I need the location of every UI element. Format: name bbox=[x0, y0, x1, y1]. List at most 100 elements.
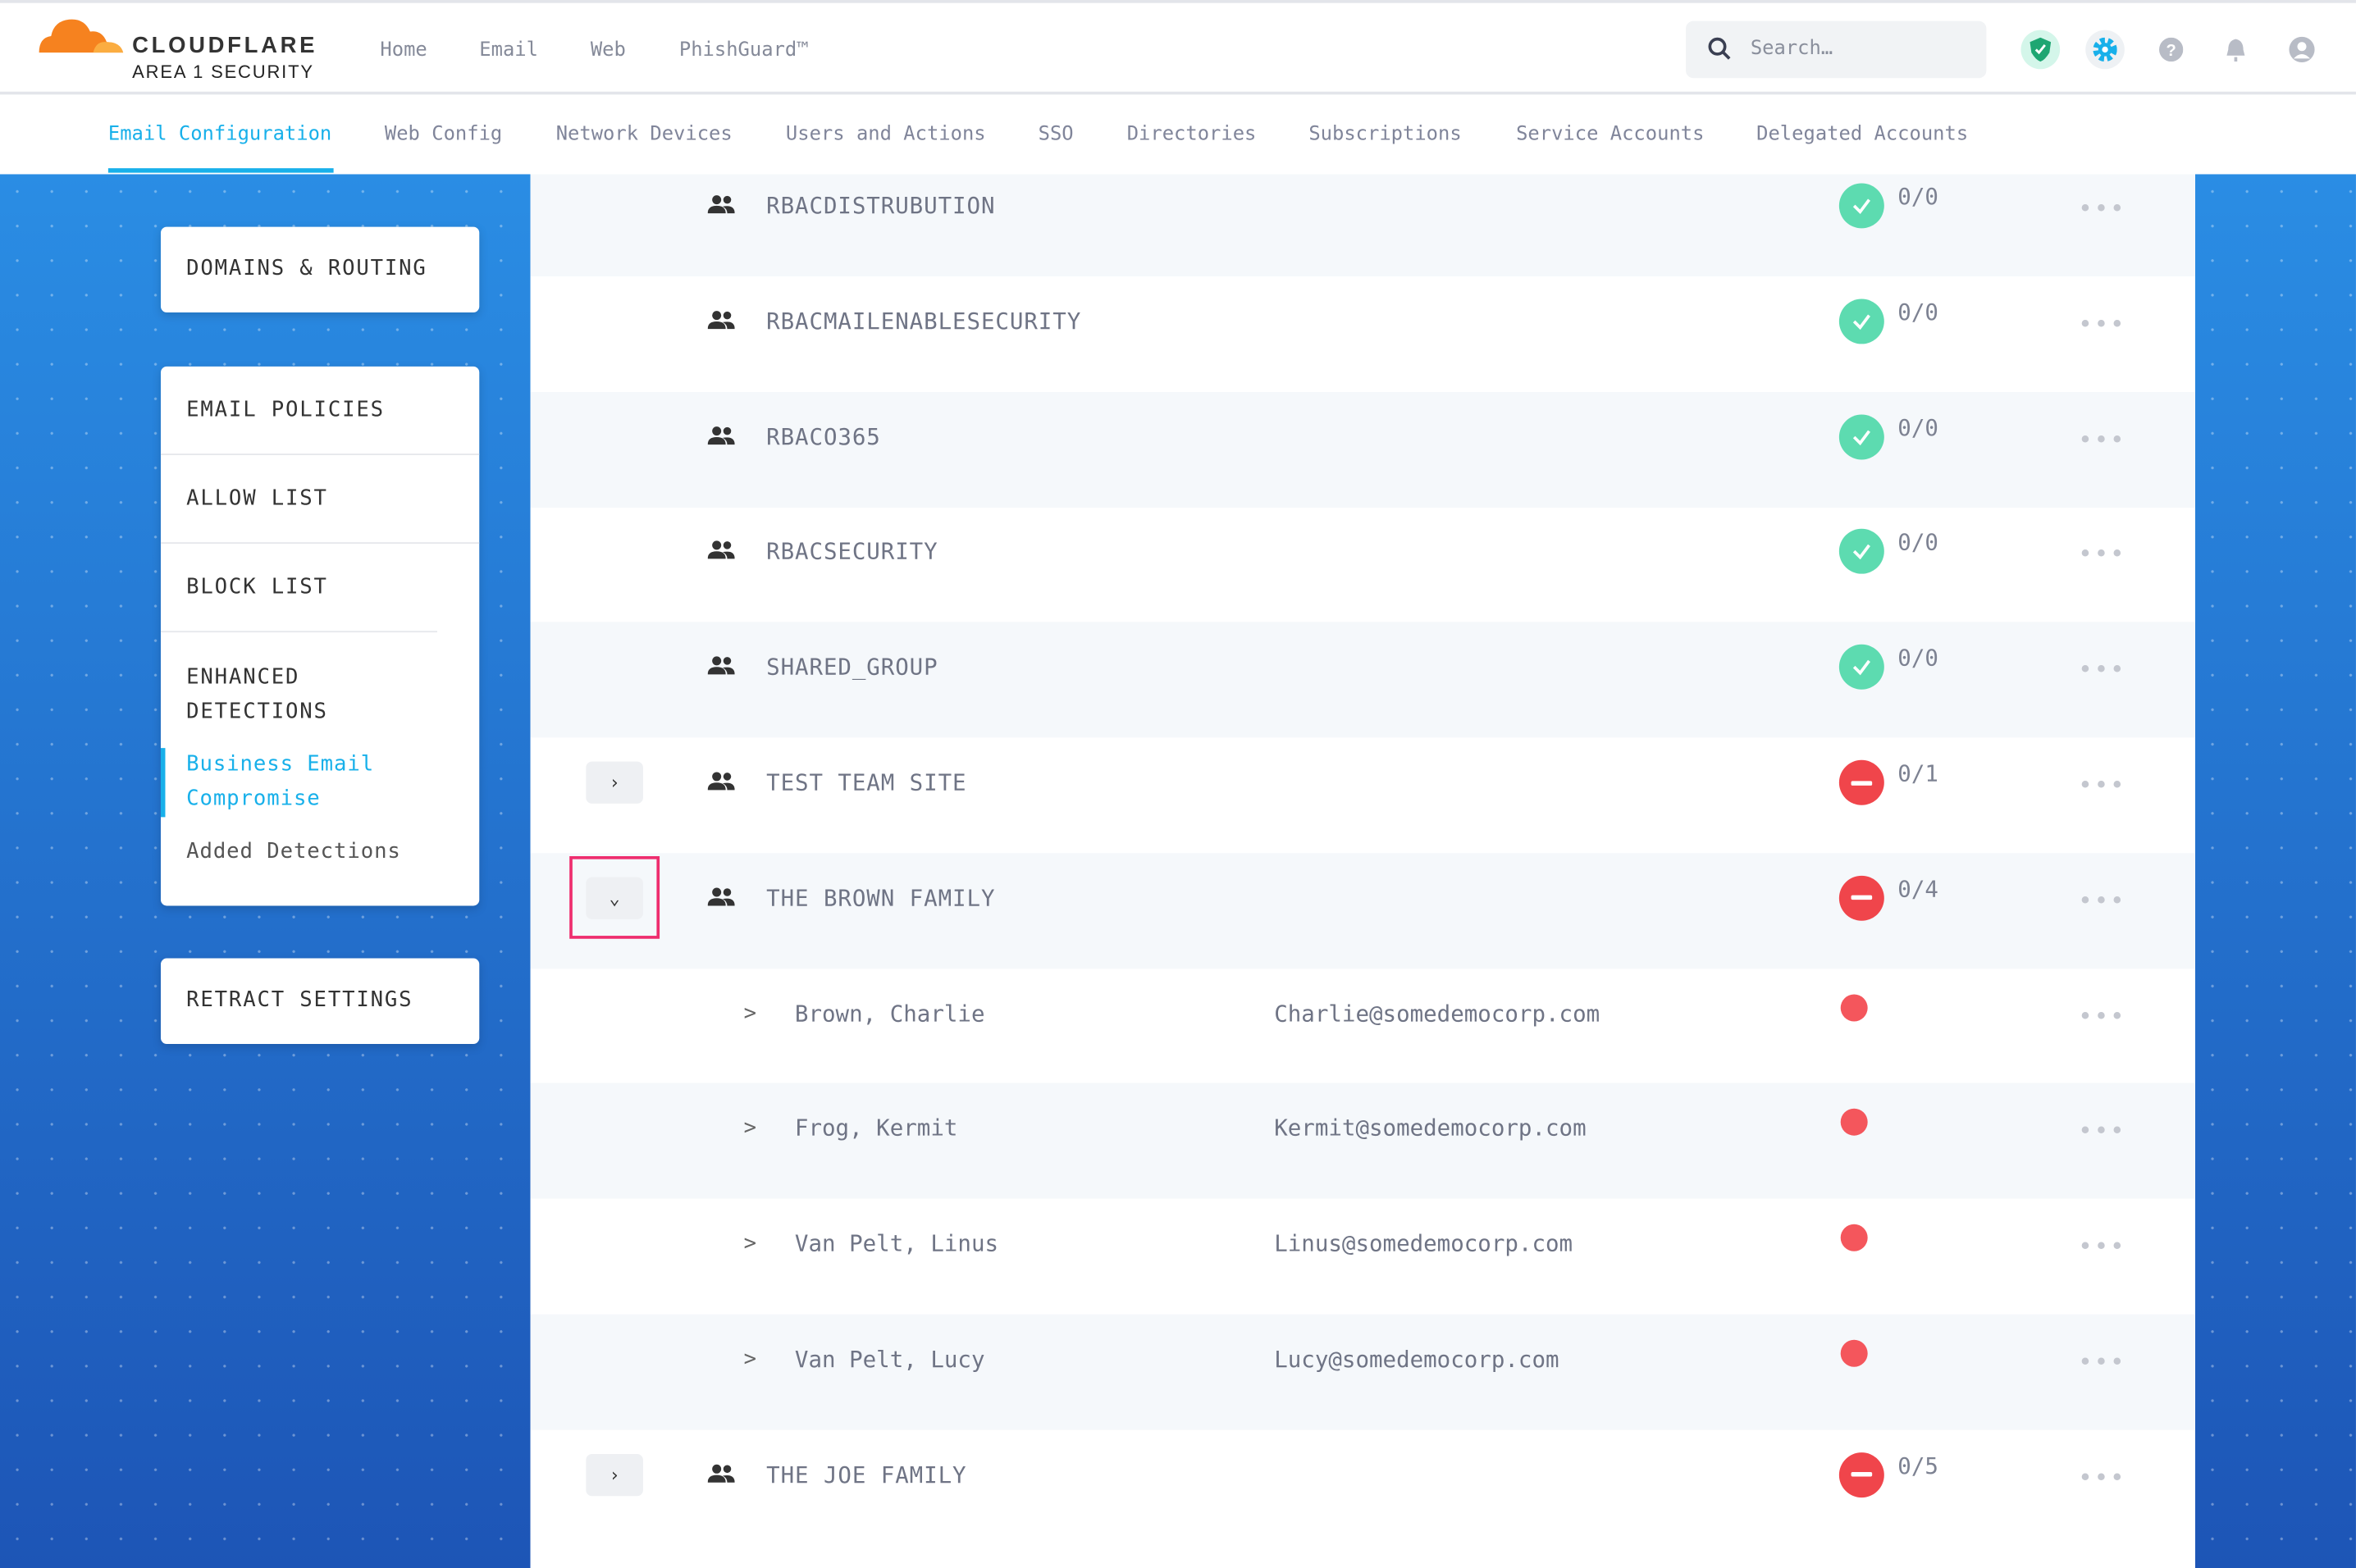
member-name: Frog, Kermit bbox=[794, 1114, 958, 1142]
sync-count: 0/0 bbox=[1897, 645, 1938, 672]
more-options-button[interactable]: ••• bbox=[2078, 1462, 2126, 1492]
more-options-button[interactable]: ••• bbox=[2078, 194, 2126, 223]
sync-count: 0/0 bbox=[1897, 529, 1938, 557]
tab-users-and-actions[interactable]: Users and Actions bbox=[785, 123, 986, 146]
more-options-button[interactable]: ••• bbox=[2078, 770, 2126, 800]
tab-directories[interactable]: Directories bbox=[1126, 123, 1257, 146]
tab-service-accounts[interactable]: Service Accounts bbox=[1516, 123, 1705, 146]
sidebar-item-business-email-compromise[interactable]: Business Email Compromise bbox=[160, 748, 416, 818]
search-placeholder: Search… bbox=[1750, 37, 1833, 61]
group-row: RBACO365 0/0 ••• bbox=[530, 391, 2195, 508]
member-name: Brown, Charlie bbox=[794, 1000, 985, 1028]
chevron-right-icon[interactable]: › bbox=[586, 1453, 643, 1496]
member-row: > Brown, Charlie Charlie@somedemocorp.com •… bbox=[531, 969, 2195, 1084]
check-circle-icon bbox=[1838, 183, 1884, 229]
tab-delegated-accounts[interactable]: Delegated Accounts bbox=[1756, 123, 1969, 146]
sync-count: 0/0 bbox=[1897, 413, 1938, 441]
bell-icon[interactable] bbox=[2217, 30, 2256, 70]
group-row: RBACDISTRUBUTION 0/0 ••• bbox=[530, 174, 2195, 277]
sidebar-card-policies: EMAIL POLICIES ALLOW LIST BLOCK LIST ENH… bbox=[160, 366, 480, 906]
group-row: › TEST TEAM SITE 0/1 ••• bbox=[531, 737, 2195, 853]
expand-member-arrow[interactable]: > bbox=[743, 1232, 757, 1256]
tab-subscriptions[interactable]: Subscriptions bbox=[1308, 123, 1462, 146]
error-status-dot bbox=[1840, 1339, 1868, 1367]
sync-count: 0/0 bbox=[1897, 299, 1938, 326]
group-icon bbox=[707, 654, 735, 682]
member-name: Van Pelt, Linus bbox=[794, 1230, 999, 1258]
user-avatar-icon[interactable] bbox=[2282, 30, 2322, 70]
chevron-right-icon[interactable]: › bbox=[586, 761, 643, 804]
more-options-button[interactable]: ••• bbox=[2078, 308, 2126, 338]
tab-network-devices[interactable]: Network Devices bbox=[555, 123, 733, 146]
group-row: RBACSECURITY 0/0 ••• bbox=[531, 507, 2195, 622]
more-options-button[interactable]: ••• bbox=[2078, 1001, 2126, 1030]
sidebar-card-domains: DOMAINS & ROUTING bbox=[160, 226, 480, 312]
group-icon bbox=[707, 192, 735, 221]
sidebar-item-domains-routing[interactable]: DOMAINS & ROUTING bbox=[186, 257, 427, 281]
sync-count: 0/5 bbox=[1897, 1452, 1938, 1479]
sidebar-item-allow-list[interactable]: ALLOW LIST bbox=[160, 454, 480, 542]
sync-count: 0/4 bbox=[1897, 875, 1938, 903]
nav-home[interactable]: Home bbox=[380, 39, 427, 62]
more-options-button[interactable]: ••• bbox=[2078, 1116, 2126, 1146]
group-name: THE BROWN FAMILY bbox=[766, 884, 996, 912]
tab-sso[interactable]: SSO bbox=[1038, 123, 1074, 146]
error-status-dot bbox=[1840, 993, 1868, 1021]
expand-member-arrow[interactable]: > bbox=[743, 1347, 757, 1372]
sidebar-item-enhanced-detections[interactable]: ENHANCED DETECTIONS bbox=[160, 631, 437, 730]
gear-icon[interactable] bbox=[2085, 30, 2125, 70]
member-name: Van Pelt, Lucy bbox=[794, 1346, 985, 1374]
more-options-button[interactable]: ••• bbox=[2078, 424, 2126, 454]
more-options-button[interactable]: ••• bbox=[2078, 654, 2126, 684]
more-options-button[interactable]: ••• bbox=[2078, 540, 2126, 569]
member-row: > Van Pelt, Linus Linus@somedemocorp.com ••… bbox=[531, 1199, 2195, 1315]
expand-member-arrow[interactable]: > bbox=[743, 1116, 757, 1141]
sidebar-item-email-policies[interactable]: EMAIL POLICIES bbox=[186, 398, 385, 422]
error-status-dot bbox=[1840, 1224, 1868, 1252]
expand-member-arrow[interactable]: > bbox=[743, 1001, 757, 1026]
error-status-dot bbox=[1840, 1109, 1868, 1137]
top-bar: CLOUDFLARE AREA 1 SECURITY Home Email We… bbox=[0, 0, 2356, 95]
sync-count: 0/1 bbox=[1897, 759, 1938, 787]
nav-email[interactable]: Email bbox=[479, 39, 538, 62]
more-options-button[interactable]: ••• bbox=[2078, 886, 2126, 915]
sidebar-item-block-list[interactable]: BLOCK LIST bbox=[160, 542, 480, 631]
sidebar-item-added-detections[interactable]: Added Detections bbox=[186, 839, 401, 864]
active-tab-indicator bbox=[107, 168, 334, 173]
group-name: RBACSECURITY bbox=[766, 538, 938, 566]
member-row: > Van Pelt, Lucy Lucy@somedemocorp.com ••• bbox=[530, 1314, 2195, 1430]
sync-count: 0/0 bbox=[1897, 183, 1938, 211]
tab-web-config[interactable]: Web Config bbox=[384, 123, 503, 146]
nav-phishguard[interactable]: PhishGuard™ bbox=[678, 39, 809, 62]
group-row: SHARED_GROUP 0/0 ••• bbox=[530, 622, 2195, 738]
group-name: TEST TEAM SITE bbox=[766, 768, 967, 796]
check-circle-icon bbox=[1838, 645, 1884, 691]
sidebar-item-retract-settings[interactable]: RETRACT SETTINGS bbox=[186, 988, 413, 1013]
nav-web[interactable]: Web bbox=[590, 39, 626, 62]
brand-name: CLOUDFLARE bbox=[132, 33, 318, 59]
group-icon bbox=[707, 538, 735, 567]
more-options-button[interactable]: ••• bbox=[2078, 1232, 2126, 1261]
group-icon bbox=[707, 769, 735, 798]
tab-email-configuration[interactable]: Email Configuration bbox=[107, 123, 332, 146]
brand-sub: AREA 1 SECURITY bbox=[132, 62, 314, 83]
group-row: ⌄ THE BROWN FAMILY 0/4 ••• bbox=[530, 852, 2195, 969]
more-options-button[interactable]: ••• bbox=[2078, 1347, 2126, 1376]
shield-check-icon[interactable] bbox=[2020, 30, 2061, 70]
group-row: RBACMAILENABLESECURITY 0/0 ••• bbox=[531, 276, 2195, 392]
member-email: Linus@somedemocorp.com bbox=[1274, 1230, 1573, 1258]
highlight-box bbox=[569, 855, 660, 939]
minus-circle-icon bbox=[1838, 1452, 1884, 1497]
search-input[interactable]: Search… bbox=[1686, 21, 1987, 79]
group-icon bbox=[707, 423, 735, 452]
background-right bbox=[2194, 174, 2356, 1568]
chevron-down-icon[interactable]: ⌄ bbox=[586, 877, 643, 919]
minus-circle-icon bbox=[1838, 875, 1884, 921]
help-icon[interactable]: ? bbox=[2152, 30, 2191, 70]
group-row: › THE JOE FAMILY 0/5 ••• bbox=[531, 1429, 2195, 1545]
sub-nav: Email Configuration Web Config Network D… bbox=[0, 94, 2356, 175]
member-email: Lucy@somedemocorp.com bbox=[1274, 1346, 1559, 1374]
group-name: THE JOE FAMILY bbox=[766, 1461, 967, 1488]
group-icon bbox=[707, 1461, 735, 1490]
cloudflare-logo[interactable]: CLOUDFLARE AREA 1 SECURITY bbox=[36, 12, 322, 88]
